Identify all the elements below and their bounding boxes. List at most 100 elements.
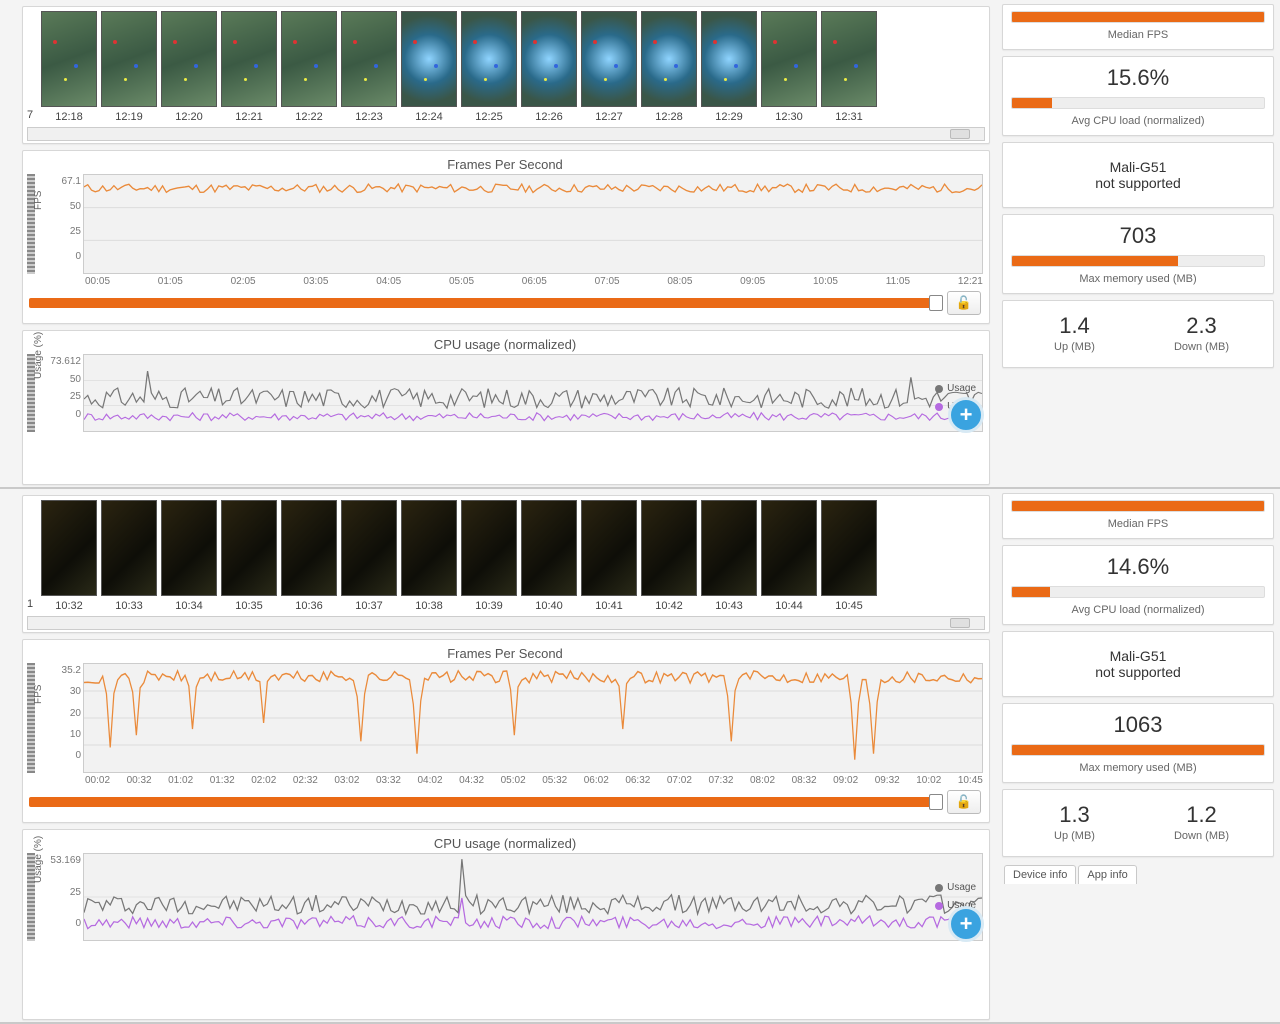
frame-thumbnail[interactable]: 12:22 — [281, 11, 337, 123]
thumbnail-strip: 1 10:32 10:33 10:34 10:35 10:36 10:37 10:38 10:3… — [22, 495, 990, 633]
median-fps-card: Median FPS — [1002, 4, 1274, 50]
thumb-timestamp: 10:42 — [641, 600, 697, 612]
chart-title: Frames Per Second — [27, 155, 983, 174]
frame-thumbnail[interactable]: 10:44 — [761, 500, 817, 612]
frame-thumbnail[interactable]: 12:19 — [101, 11, 157, 123]
thumb-timestamp: 12:29 — [701, 111, 757, 123]
frame-thumbnail[interactable]: 10:38 — [401, 500, 457, 612]
thumb-timestamp: 10:43 — [701, 600, 757, 612]
panel-grip[interactable] — [27, 174, 35, 274]
frame-thumbnail[interactable]: 10:36 — [281, 500, 337, 612]
fps-plot[interactable] — [83, 174, 983, 274]
thumb-timestamp: 10:34 — [161, 600, 217, 612]
lock-button[interactable]: 🔓 — [947, 291, 981, 315]
thumb-timestamp: 12:22 — [281, 111, 337, 123]
cpu-chart-panel: CPU usage (normalized) Usage (%) 73.612 … — [22, 330, 990, 485]
timeline-slider[interactable] — [29, 797, 939, 807]
fps-plot[interactable] — [83, 663, 983, 773]
frame-thumbnail[interactable]: 12:23 — [341, 11, 397, 123]
frame-thumbnail[interactable]: 10:35 — [221, 500, 277, 612]
gpu-card: Mali-G51 not supported — [1002, 142, 1274, 208]
thumb-timestamp: 10:45 — [821, 600, 877, 612]
cpu-load-card: 15.6% Avg CPU load (normalized) — [1002, 56, 1274, 136]
thumbnail-scrollbar[interactable] — [27, 616, 985, 630]
frame-thumbnail[interactable]: 12:18 — [41, 11, 97, 123]
tab-device-info[interactable]: Device info — [1004, 865, 1076, 884]
frame-thumbnail[interactable]: 12:31 — [821, 11, 877, 123]
thumb-timestamp: 10:36 — [281, 600, 337, 612]
thumb-timestamp: 10:33 — [101, 600, 157, 612]
add-series-button[interactable]: + — [948, 397, 984, 433]
y-axis: FPS 67.1 50 25 0 — [39, 174, 83, 274]
thumb-timestamp: 12:28 — [641, 111, 697, 123]
thumbnail-scrollbar[interactable] — [27, 127, 985, 141]
x-axis: 00:0501:0502:0503:0504:0505:0506:0507:05… — [39, 274, 983, 287]
thumb-timestamp: 12:19 — [101, 111, 157, 123]
frame-thumbnail[interactable]: 10:41 — [581, 500, 637, 612]
thumb-timestamp: 10:37 — [341, 600, 397, 612]
gpu-card: Mali-G51 not supported — [1002, 631, 1274, 697]
frame-thumbnail[interactable]: 10:45 — [821, 500, 877, 612]
frame-thumbnail[interactable]: 10:37 — [341, 500, 397, 612]
thumb-timestamp: 10:35 — [221, 600, 277, 612]
thumb-timestamp: 12:23 — [341, 111, 397, 123]
frame-thumbnail[interactable]: 12:28 — [641, 11, 697, 123]
thumb-timestamp: 10:32 — [41, 600, 97, 612]
plus-icon: + — [960, 911, 973, 937]
frame-thumbnail[interactable]: 12:20 — [161, 11, 217, 123]
frame-thumbnail[interactable]: 12:26 — [521, 11, 577, 123]
chart-title: Frames Per Second — [27, 644, 983, 663]
timeline-slider[interactable] — [29, 298, 939, 308]
thumb-timestamp: 10:41 — [581, 600, 637, 612]
plus-icon: + — [960, 402, 973, 428]
fps-chart-panel: Frames Per Second FPS 35.2 30 20 10 0 — [22, 639, 990, 823]
network-card: 1.4 Up (MB) 2.3 Down (MB) — [1002, 300, 1274, 368]
thumb-timestamp: 12:26 — [521, 111, 577, 123]
cpu-plot[interactable]: Usage Usage + — [83, 354, 983, 432]
thumb-timestamp: 12:27 — [581, 111, 637, 123]
frame-thumbnail[interactable]: 12:29 — [701, 11, 757, 123]
thumb-timestamp: 12:25 — [461, 111, 517, 123]
frame-thumbnail[interactable]: 12:30 — [761, 11, 817, 123]
frame-thumbnail[interactable]: 10:43 — [701, 500, 757, 612]
stats-sidebar: Median FPS 15.6% Avg CPU load (normalize… — [998, 0, 1280, 487]
frame-thumbnail[interactable]: 10:34 — [161, 500, 217, 612]
thumb-timestamp: 10:40 — [521, 600, 577, 612]
add-series-button[interactable]: + — [948, 906, 984, 942]
network-card: 1.3 Up (MB) 1.2 Down (MB) — [1002, 789, 1274, 857]
lock-button[interactable]: 🔓 — [947, 790, 981, 814]
memory-card: 703 Max memory used (MB) — [1002, 214, 1274, 294]
frame-thumbnail[interactable]: 12:25 — [461, 11, 517, 123]
frame-thumbnail[interactable]: 12:24 — [401, 11, 457, 123]
main-column: 1 10:32 10:33 10:34 10:35 10:36 10:37 10:38 10:3… — [0, 489, 998, 1022]
frame-thumbnail[interactable]: 10:32 — [41, 500, 97, 612]
main-column: 712:1812:1912:2012:2112:2212:2312:2412:2… — [0, 0, 998, 487]
unlock-icon: 🔓 — [956, 295, 972, 311]
thumb-timestamp: 12:31 — [821, 111, 877, 123]
thumb-timestamp: 10:44 — [761, 600, 817, 612]
stats-sidebar: Median FPS 14.6% Avg CPU load (normalize… — [998, 489, 1280, 1022]
memory-card: 1063 Max memory used (MB) — [1002, 703, 1274, 783]
median-fps-card: Median FPS — [1002, 493, 1274, 539]
thumbnail-strip: 712:1812:1912:2012:2112:2212:2312:2412:2… — [22, 6, 990, 144]
cpu-plot[interactable]: Usage Usage + — [83, 853, 983, 941]
session-panel-bottom: 1 10:32 10:33 10:34 10:35 10:36 10:37 10:38 10:3… — [0, 489, 1280, 1024]
frame-thumbnail[interactable]: 10:40 — [521, 500, 577, 612]
thumb-timestamp: 12:30 — [761, 111, 817, 123]
frame-thumbnail[interactable]: 10:39 — [461, 500, 517, 612]
thumb-timestamp: 12:21 — [221, 111, 277, 123]
thumb-timestamp: 12:24 — [401, 111, 457, 123]
panel-grip[interactable] — [27, 663, 35, 773]
thumb-timestamp: 10:39 — [461, 600, 517, 612]
frame-thumbnail[interactable]: 12:21 — [221, 11, 277, 123]
thumb-lead-index: 1 — [27, 598, 37, 612]
y-axis: FPS 35.2 30 20 10 0 — [39, 663, 83, 773]
info-tabs: Device info App info — [1002, 863, 1274, 886]
frame-thumbnail[interactable]: 12:27 — [581, 11, 637, 123]
unlock-icon: 🔓 — [956, 794, 972, 810]
tab-app-info[interactable]: App info — [1078, 865, 1136, 884]
frame-thumbnail[interactable]: 10:42 — [641, 500, 697, 612]
chart-title: CPU usage (normalized) — [27, 834, 983, 853]
cpu-load-card: 14.6% Avg CPU load (normalized) — [1002, 545, 1274, 625]
frame-thumbnail[interactable]: 10:33 — [101, 500, 157, 612]
